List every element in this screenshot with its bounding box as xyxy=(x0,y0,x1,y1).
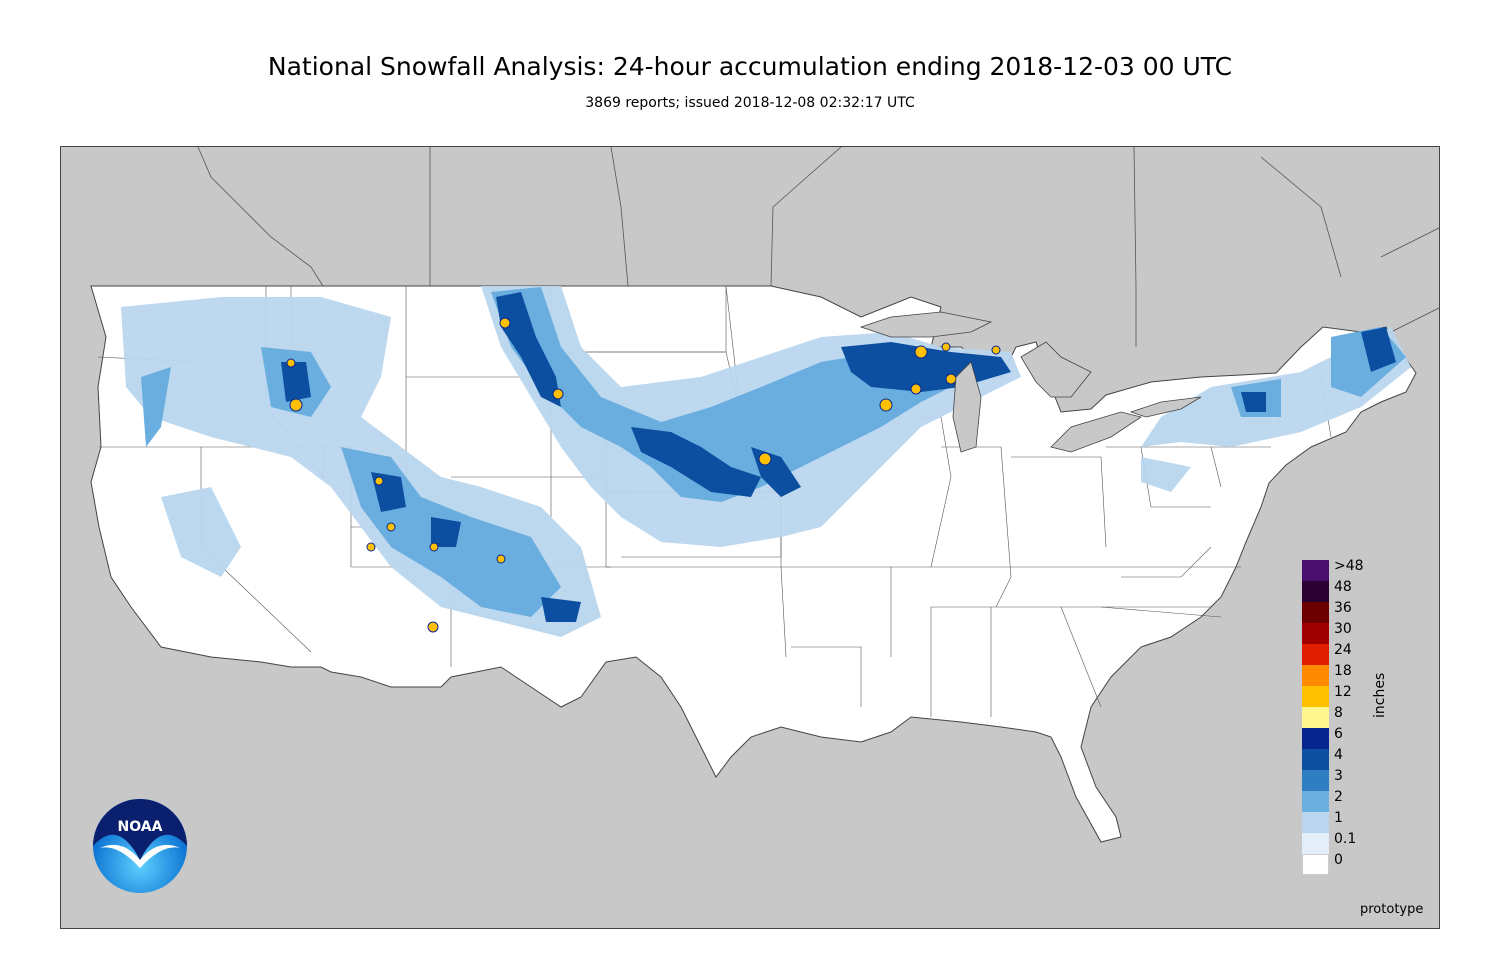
legend-tick-label: 6 xyxy=(1334,726,1343,742)
prototype-note: prototype xyxy=(1360,902,1424,917)
legend-swatch xyxy=(1302,833,1329,854)
legend-swatch xyxy=(1302,665,1329,686)
great-lakes xyxy=(859,311,1202,453)
legend-tick-label: >48 xyxy=(1334,558,1364,574)
snowfall-map xyxy=(60,146,1440,929)
legend-swatch xyxy=(1302,770,1329,791)
snowfall-shading xyxy=(121,286,1411,637)
legend-tick-label: 36 xyxy=(1334,600,1352,616)
legend-tick-label: 2 xyxy=(1334,789,1343,805)
legend-swatch xyxy=(1302,581,1329,602)
legend-tick-label: 12 xyxy=(1334,684,1352,700)
noaa-logo-text: NOAA xyxy=(118,819,163,835)
legend-tick-label: 0.1 xyxy=(1334,831,1357,847)
legend-swatch xyxy=(1302,602,1329,623)
legend-tick-label: 4 xyxy=(1334,747,1343,763)
noaa-logo: NOAA xyxy=(93,799,187,893)
legend-tick-label: 1 xyxy=(1334,810,1343,826)
legend-tick-label: 18 xyxy=(1334,663,1352,679)
legend-tick-label: 24 xyxy=(1334,642,1352,658)
legend-tick-label: 3 xyxy=(1334,768,1343,784)
legend-swatch xyxy=(1302,854,1329,875)
legend-swatch xyxy=(1302,791,1329,812)
map-canvas xyxy=(90,147,1439,843)
map-title: National Snowfall Analysis: 24-hour accu… xyxy=(267,52,1233,81)
neighbor-borders xyxy=(197,147,1439,388)
legend-swatch xyxy=(1302,686,1329,707)
legend-swatch xyxy=(1302,560,1329,581)
legend-swatch xyxy=(1302,749,1329,770)
legend-swatch xyxy=(1302,623,1329,644)
legend-swatch xyxy=(1302,728,1329,749)
legend-swatch xyxy=(1302,644,1329,665)
legend-units-label: inches xyxy=(1372,672,1388,718)
map-subtitle: 3869 reports; issued 2018-12-08 02:32:17… xyxy=(585,95,915,111)
legend-tick-label: 8 xyxy=(1334,705,1343,721)
legend-swatch xyxy=(1302,812,1329,833)
legend-tick-label: 30 xyxy=(1334,621,1352,637)
legend-swatch xyxy=(1302,707,1329,728)
legend-tick-label: 48 xyxy=(1334,579,1352,595)
legend-tick-label: 0 xyxy=(1334,852,1343,868)
